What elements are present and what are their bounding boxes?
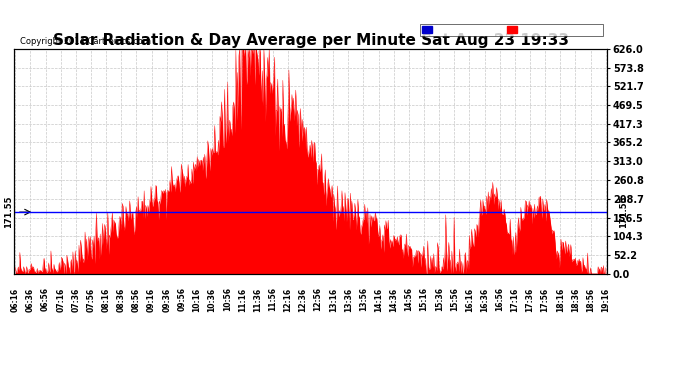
Text: 14:16: 14:16 <box>374 287 383 312</box>
Text: 10:36: 10:36 <box>208 287 217 312</box>
Text: 171.55: 171.55 <box>4 196 13 228</box>
Text: 08:56: 08:56 <box>132 287 141 312</box>
Text: 14:36: 14:36 <box>389 287 398 312</box>
Text: 13:16: 13:16 <box>328 287 337 312</box>
Text: 10:56: 10:56 <box>223 287 232 311</box>
Text: 17:36: 17:36 <box>526 287 535 312</box>
Text: Copyright 2014 Cartronics.com: Copyright 2014 Cartronics.com <box>20 38 150 46</box>
Text: 14:56: 14:56 <box>404 287 413 311</box>
Text: 13:36: 13:36 <box>344 287 353 312</box>
Text: 19:16: 19:16 <box>601 287 610 312</box>
Text: 09:56: 09:56 <box>177 287 186 311</box>
Text: 07:36: 07:36 <box>71 287 80 312</box>
Text: 16:56: 16:56 <box>495 287 504 311</box>
Text: 08:36: 08:36 <box>117 287 126 312</box>
Text: 09:36: 09:36 <box>162 287 171 312</box>
Text: 06:36: 06:36 <box>26 287 35 312</box>
Text: 12:56: 12:56 <box>313 287 322 311</box>
Text: 12:16: 12:16 <box>284 287 293 312</box>
Text: 18:16: 18:16 <box>555 287 565 312</box>
Text: 11:36: 11:36 <box>253 287 262 312</box>
Legend: Median (w/m2), Radiation (w/m2): Median (w/m2), Radiation (w/m2) <box>420 24 603 36</box>
Text: 17:16: 17:16 <box>511 287 520 312</box>
Text: 11:56: 11:56 <box>268 287 277 311</box>
Text: 18:36: 18:36 <box>571 287 580 312</box>
Text: 06:56: 06:56 <box>41 287 50 311</box>
Text: 07:56: 07:56 <box>86 287 95 312</box>
Text: 17:56: 17:56 <box>541 287 550 312</box>
Text: 07:16: 07:16 <box>56 287 66 312</box>
Text: 06:16: 06:16 <box>11 287 20 312</box>
Text: 18:56: 18:56 <box>586 287 595 312</box>
Text: 10:16: 10:16 <box>193 287 201 312</box>
Text: 08:16: 08:16 <box>101 287 110 312</box>
Text: 11:16: 11:16 <box>238 287 247 312</box>
Text: 09:16: 09:16 <box>147 287 156 312</box>
Text: 171.55: 171.55 <box>619 196 628 228</box>
Text: 15:36: 15:36 <box>435 287 444 311</box>
Text: 12:36: 12:36 <box>299 287 308 312</box>
Text: 15:16: 15:16 <box>420 287 428 311</box>
Text: 13:56: 13:56 <box>359 287 368 311</box>
Text: 16:16: 16:16 <box>465 287 474 312</box>
Text: 16:36: 16:36 <box>480 287 489 312</box>
Text: 15:56: 15:56 <box>450 287 459 311</box>
Title: Solar Radiation & Day Average per Minute Sat Aug 23 19:33: Solar Radiation & Day Average per Minute… <box>52 33 569 48</box>
